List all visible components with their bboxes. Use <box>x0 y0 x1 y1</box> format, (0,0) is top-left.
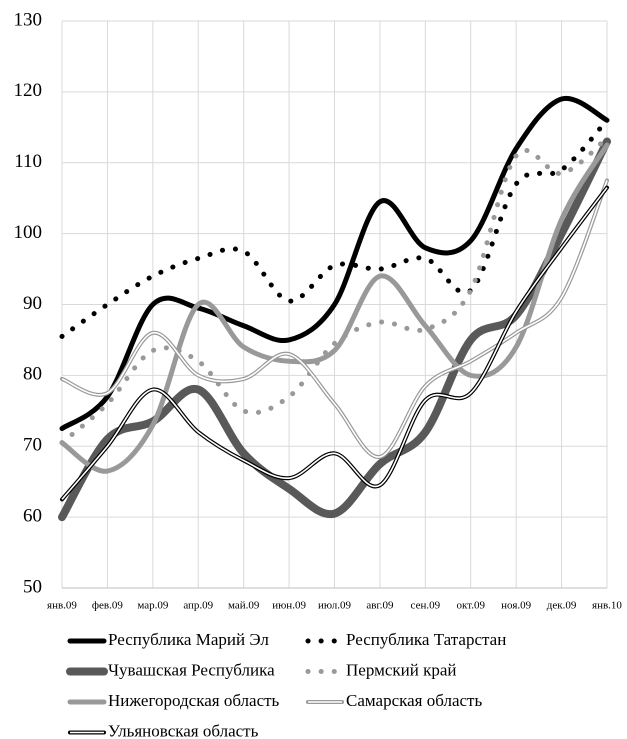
series-line-inner <box>61 180 608 458</box>
x-tick-label: мар.09 <box>137 600 169 612</box>
y-tick-label: 120 <box>14 80 43 101</box>
legend-label: Самарская область <box>346 691 482 710</box>
y-tick-label: 110 <box>14 151 42 172</box>
y-tick-label: 90 <box>23 293 42 314</box>
x-tick-label: янв.09 <box>47 600 77 612</box>
x-tick-label: янв.10 <box>592 600 622 612</box>
x-tick-label: ноя.09 <box>501 600 531 612</box>
series-line <box>59 135 610 446</box>
x-tick-label: дек.09 <box>547 600 577 612</box>
y-tick-label: 50 <box>23 576 42 597</box>
y-tick-label: 100 <box>14 222 43 243</box>
series-line <box>59 117 610 339</box>
y-tick-label: 130 <box>14 9 43 30</box>
legend-label: Республика Татарстан <box>346 630 506 649</box>
x-tick-label: сен.09 <box>411 600 441 612</box>
x-tick-label: май.09 <box>228 600 260 612</box>
legend-label: Нижегородская область <box>108 691 280 710</box>
x-tick-label: окт.09 <box>457 600 486 612</box>
x-tick-label: июн.09 <box>272 600 306 612</box>
legend-label: Республика Марий Эл <box>108 630 269 649</box>
legend-label: Ульяновская область <box>108 721 259 739</box>
legend-label: Чувашская Республика <box>108 660 275 679</box>
y-tick-label: 60 <box>23 505 42 526</box>
x-tick-label: авг.09 <box>366 600 394 612</box>
legend-label: Пермский край <box>346 660 456 679</box>
y-tick-label: 70 <box>23 435 42 456</box>
x-tick-label: апр.09 <box>183 600 213 612</box>
y-tick-label: 80 <box>23 364 42 385</box>
x-tick-label: июл.09 <box>318 600 352 612</box>
x-tick-label: фев.09 <box>92 600 123 612</box>
series-line-inner <box>61 187 608 500</box>
series-line <box>59 95 610 432</box>
